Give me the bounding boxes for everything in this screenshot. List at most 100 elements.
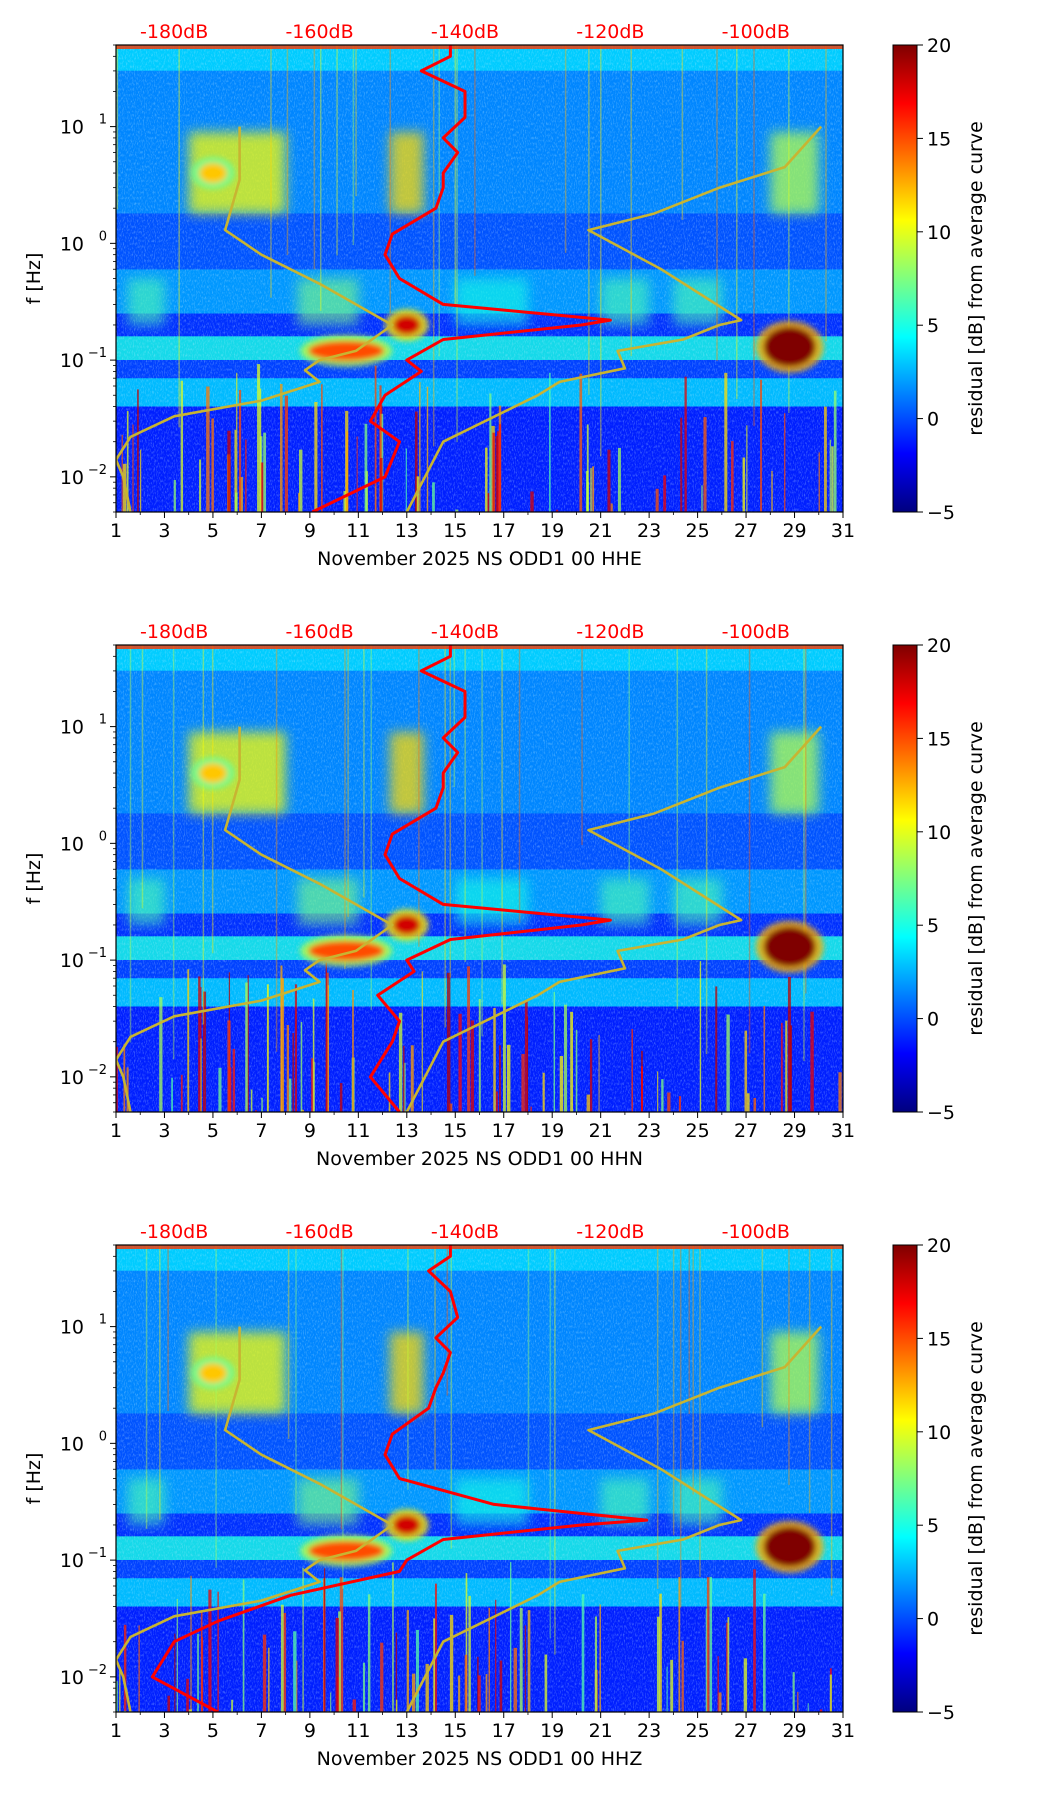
hotspot xyxy=(198,1363,227,1384)
streak xyxy=(434,1245,436,1471)
streak xyxy=(325,962,327,1112)
x-tick-label: 7 xyxy=(255,520,267,542)
streak xyxy=(411,1673,416,1712)
streak xyxy=(485,447,488,512)
streak xyxy=(780,1022,783,1112)
streak xyxy=(245,439,247,512)
streak xyxy=(792,1672,795,1712)
streak xyxy=(830,1245,833,1596)
colorbar-tick-label: 0 xyxy=(927,1609,939,1631)
streak xyxy=(542,1072,545,1112)
streak xyxy=(594,1616,598,1712)
streak xyxy=(245,982,248,1112)
streak xyxy=(388,1072,391,1112)
streak xyxy=(159,997,163,1112)
streak xyxy=(818,452,820,512)
streak xyxy=(171,1077,173,1112)
streak xyxy=(434,1583,437,1712)
streak xyxy=(455,509,459,512)
x-tick-label: 27 xyxy=(734,1120,758,1142)
streak xyxy=(678,1096,682,1112)
x-tick-label: 3 xyxy=(158,520,170,542)
streak xyxy=(352,990,354,1112)
top-db-label: -100dB xyxy=(722,621,790,643)
streak xyxy=(342,1245,344,1589)
streak xyxy=(825,45,827,342)
x-tick-label: 25 xyxy=(686,1120,710,1142)
streak xyxy=(126,411,129,512)
streak xyxy=(352,45,355,246)
streak xyxy=(339,1083,343,1112)
top-db-label: -180dB xyxy=(140,1221,208,1243)
hotspot xyxy=(198,163,227,184)
x-tick-label: 19 xyxy=(540,1720,564,1742)
streak xyxy=(279,383,283,512)
streak xyxy=(370,645,373,1011)
x-tick-label: 21 xyxy=(589,520,613,542)
streak xyxy=(116,45,119,210)
streak xyxy=(352,1699,356,1712)
streak xyxy=(116,1046,118,1112)
streak xyxy=(807,1703,809,1712)
top-db-label: -140dB xyxy=(431,1221,499,1243)
streak xyxy=(302,1567,304,1712)
streak xyxy=(129,645,132,1043)
streak xyxy=(656,1616,660,1712)
y-tick-exponent: −1 xyxy=(88,946,107,961)
streak xyxy=(257,364,261,512)
top-db-label: -180dB xyxy=(140,21,208,43)
streak xyxy=(234,429,237,512)
y-tick-exponent: 0 xyxy=(99,829,107,844)
streak xyxy=(406,1610,409,1712)
residual-patch xyxy=(770,1331,819,1414)
streak xyxy=(293,1631,297,1712)
colorbar-tick-label: 10 xyxy=(927,1422,951,1444)
colorbar-tick-label: −5 xyxy=(927,1102,955,1124)
colorbar xyxy=(892,44,918,513)
streak xyxy=(239,390,242,512)
x-tick-label: 31 xyxy=(831,1120,855,1142)
high-noise-model xyxy=(405,725,823,1112)
x-tick-label: 21 xyxy=(589,1120,613,1142)
streak xyxy=(227,1020,231,1112)
streak xyxy=(526,1016,529,1112)
colorbar-tick-label: 15 xyxy=(927,728,951,750)
streak xyxy=(295,1245,297,1515)
streak xyxy=(513,1647,518,1712)
streak xyxy=(488,1607,490,1712)
streak xyxy=(138,1625,140,1712)
streak xyxy=(617,447,621,512)
streak xyxy=(497,431,500,512)
streak xyxy=(414,411,418,512)
hf-fringe xyxy=(116,1245,843,1249)
streak xyxy=(600,45,602,457)
streak xyxy=(748,645,751,1054)
y-tick-label: 10 xyxy=(60,1667,84,1689)
streak xyxy=(672,1245,675,1536)
streak xyxy=(808,1245,811,1513)
residual-patch xyxy=(600,878,650,925)
streak xyxy=(747,1093,750,1112)
streak xyxy=(433,1618,436,1712)
y-tick-exponent: −1 xyxy=(88,346,107,361)
streak xyxy=(485,1674,488,1712)
hotspot xyxy=(308,940,385,961)
residual-patch xyxy=(128,878,165,925)
x-axis-label: November 2025 NS ODD1 00 HHZ xyxy=(317,1748,643,1770)
y-tick-exponent: 1 xyxy=(99,1313,107,1328)
streak xyxy=(527,1610,531,1712)
streak xyxy=(478,998,481,1112)
hotspot xyxy=(763,326,816,367)
streak xyxy=(215,1245,217,1568)
streak xyxy=(824,406,827,512)
streak xyxy=(661,1079,664,1112)
streak xyxy=(761,1245,764,1428)
streak xyxy=(176,1598,178,1712)
hotspot xyxy=(308,340,385,361)
streak xyxy=(703,417,707,512)
streak xyxy=(187,969,190,1112)
streak xyxy=(261,1097,263,1112)
streak xyxy=(126,1067,129,1112)
hotspot xyxy=(763,926,816,967)
high-noise-model xyxy=(405,1325,823,1712)
